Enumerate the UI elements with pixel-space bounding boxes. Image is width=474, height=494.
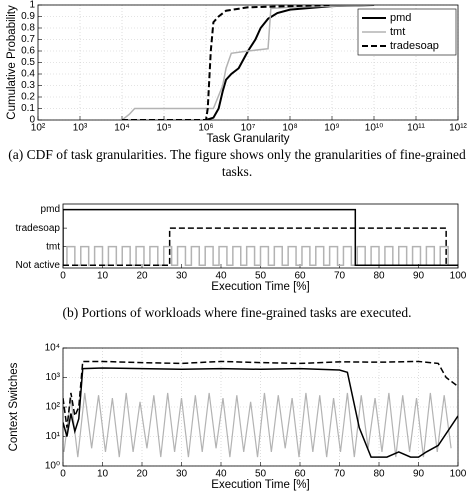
- x-tick-label: 10³: [73, 123, 88, 134]
- series-line: [63, 208, 458, 266]
- y-axis-label: Cumulative Probability: [6, 5, 18, 120]
- x-tick-label: 10¹⁰: [365, 123, 383, 134]
- x-tick-label: 20: [136, 469, 148, 480]
- x-tick-label: 10⁸: [282, 123, 297, 134]
- y-tick-label: Not active: [16, 260, 61, 271]
- plot-frame: [62, 203, 459, 269]
- x-tick-label: 50: [255, 469, 267, 480]
- y-tick-label: 10⁰: [45, 461, 60, 472]
- y-tick-label: tmt: [46, 241, 60, 252]
- x-tick-label: 0: [60, 469, 66, 480]
- legend-label: tmt: [390, 26, 405, 38]
- x-tick-label: 10⁴: [114, 123, 129, 134]
- y-tick-label: 1: [29, 0, 35, 11]
- y-tick-label: 10⁴: [45, 343, 60, 354]
- x-axis-label: Execution Time [%]: [211, 479, 309, 491]
- y-tick-label: 10³: [46, 372, 61, 383]
- x-tick-label: 10⁵: [156, 123, 171, 134]
- x-tick-label: 10: [97, 469, 109, 480]
- y-axis-label: Context Switches: [8, 362, 20, 451]
- series-line: [63, 367, 458, 458]
- y-tick-label: 0.8: [21, 23, 35, 34]
- y-tick-label: 0.2: [21, 92, 35, 103]
- series-line: [122, 5, 333, 120]
- x-tick-label: 50: [255, 271, 267, 282]
- x-tick-label: 90: [413, 271, 425, 282]
- y-tick-label: 0.9: [21, 11, 35, 22]
- x-tick-label: 10: [97, 271, 109, 282]
- series-line: [63, 245, 458, 266]
- y-tick-label: 0.4: [21, 69, 35, 80]
- x-tick-label: 40: [215, 271, 227, 282]
- x-axis-label: Execution Time [%]: [211, 281, 309, 293]
- x-tick-label: 10¹²: [449, 123, 467, 134]
- y-tick-label: 0.1: [21, 103, 35, 114]
- series-line: [63, 392, 452, 458]
- x-tick-label: 100: [450, 271, 467, 282]
- y-tick-label: 0: [29, 115, 35, 126]
- y-tick-label: 0.7: [21, 34, 35, 45]
- x-tick-label: 90: [413, 469, 425, 480]
- x-tick-label: 80: [373, 271, 385, 282]
- x-tick-label: 10²: [31, 123, 46, 134]
- y-tick-label: 0.6: [21, 46, 35, 57]
- y-tick-label: 0.5: [21, 57, 35, 68]
- x-tick-label: 10⁷: [241, 123, 256, 134]
- caption: (b) Portions of workloads where fine-gra…: [62, 305, 412, 320]
- plot-frame: [37, 4, 459, 121]
- series-line: [121, 5, 375, 120]
- y-tick-label: tradesoap: [16, 223, 61, 234]
- plot-area: [63, 348, 458, 466]
- y-tick-label: 10²: [46, 402, 61, 413]
- y-tick-label: 10¹: [46, 431, 61, 442]
- x-tick-label: 70: [334, 271, 346, 282]
- y-tick-label: pmd: [41, 204, 60, 215]
- caption: (a) CDF of task granularities. The figur…: [8, 147, 466, 179]
- series-line: [63, 360, 458, 428]
- legend-label: pmd: [390, 12, 411, 24]
- x-tick-label: 60: [294, 469, 306, 480]
- x-tick-label: 60: [294, 271, 306, 282]
- x-axis-label: Task Granularity: [206, 133, 289, 145]
- x-tick-label: 40: [215, 469, 227, 480]
- plot-frame: [62, 347, 459, 467]
- x-tick-label: 80: [373, 469, 385, 480]
- x-tick-label: 10¹¹: [407, 123, 425, 134]
- x-tick-label: 100: [450, 469, 467, 480]
- legend-label: tradesoap: [390, 40, 439, 52]
- x-tick-label: 30: [176, 469, 188, 480]
- x-tick-label: 30: [176, 271, 188, 282]
- x-tick-label: 20: [136, 271, 148, 282]
- series-line: [63, 227, 458, 266]
- x-tick-label: 70: [334, 469, 346, 480]
- x-tick-label: 10⁶: [198, 123, 213, 134]
- y-tick-label: 0.3: [21, 80, 35, 91]
- x-tick-label: 0: [60, 271, 66, 282]
- x-tick-label: 10⁹: [324, 123, 339, 134]
